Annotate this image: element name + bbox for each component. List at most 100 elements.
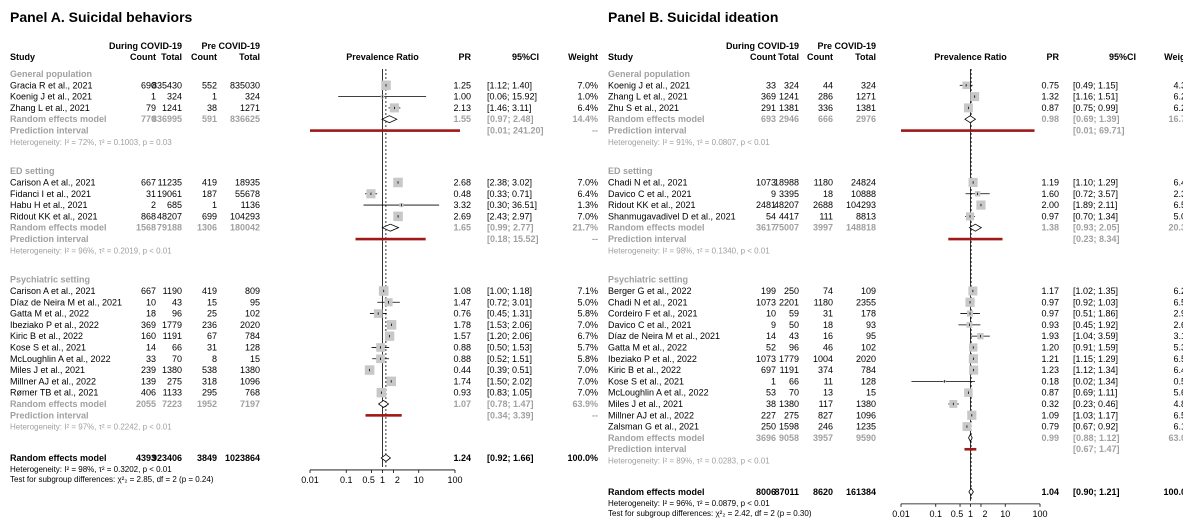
ci-value: [0.75; 0.99] (1073, 103, 1118, 113)
prediction-interval-weight: -- (592, 126, 598, 136)
pre-count: 699 (202, 211, 217, 221)
ci-value: [1.20; 2.06] (487, 331, 532, 341)
during-total: 4417 (779, 211, 799, 221)
ci-value: [1.89; 2.11] (1073, 200, 1117, 210)
overall-footnote: Heterogeneity: I² = 98%, τ² = 0.3202, p … (10, 465, 172, 474)
during-count: 250 (761, 422, 776, 432)
during-count: 199 (761, 286, 776, 296)
during-total: 836995 (152, 114, 182, 124)
study-name: Davico C et al., 2021 (608, 320, 692, 330)
overall-footnote: Heterogeneity: I² = 96%, τ² = 0.0879, p … (608, 499, 770, 508)
weight-value: 6.4% (577, 189, 598, 199)
header-during-covid: During COVID-19 (726, 41, 799, 51)
pre-total: 2020 (856, 354, 876, 364)
pre-count: 1004 (813, 354, 833, 364)
during-total: 70 (172, 354, 182, 364)
pr-value: 2.68 (453, 177, 471, 187)
during-total: 275 (167, 376, 182, 386)
study-name: Ibeziako P et al., 2022 (10, 320, 99, 330)
pr-value: 0.87 (1041, 103, 1059, 113)
x-tick-label: 0.1 (929, 509, 942, 519)
prediction-interval-value: [0.34; 3.39] (487, 410, 534, 420)
during-count: 1568 (136, 223, 156, 233)
during-total: 43 (172, 297, 182, 307)
prediction-interval-value: [0.01; 69.71] (1073, 126, 1125, 136)
study-name: Miles J et al., 2021 (10, 365, 85, 375)
ci-value: [0.90; 1.21] (1073, 487, 1120, 497)
pre-total: 180042 (230, 223, 260, 233)
ci-value: [0.92; 1.66] (487, 453, 534, 463)
weight-value: 7.0% (577, 376, 598, 386)
weight-value: 6.4% (1173, 365, 1183, 375)
pre-total: 324 (245, 92, 260, 102)
pre-total: 1381 (856, 103, 876, 113)
prediction-interval-label: Prediction interval (10, 234, 89, 244)
during-count: 79 (146, 103, 156, 113)
study-name: Díaz de Neira M et al., 2021 (608, 331, 720, 341)
pre-count: 827 (818, 410, 833, 420)
pr-value: 0.93 (1041, 320, 1059, 330)
header-pre-count: Count (191, 52, 217, 62)
during-total: 75007 (774, 223, 799, 233)
study-name: Gatta M et al., 2022 (10, 309, 89, 319)
ci-value: [0.39; 0.51] (487, 365, 532, 375)
ci-value: [0.06; 15.92] (487, 92, 537, 102)
overall-footnote: Test for subgroup differences: χ²₂ = 2.4… (608, 509, 812, 518)
header-pr: PR (1046, 52, 1059, 62)
x-tick-label: 10 (1000, 509, 1010, 519)
pr-value: 1.78 (453, 320, 471, 330)
x-tick-label: 0.01 (892, 509, 910, 519)
weight-value: 6.1% (1173, 422, 1183, 432)
pre-total: 1271 (240, 103, 260, 113)
x-tick-label: 0.5 (951, 509, 964, 519)
x-tick-label: 0.01 (301, 475, 319, 485)
x-tick-label: 0.1 (340, 475, 353, 485)
subgroup-label: Psychiatric setting (10, 275, 90, 285)
study-name: Zhang L et al., 2021 (10, 103, 90, 113)
prediction-interval-bar (365, 414, 402, 417)
pr-value: 1.07 (453, 399, 471, 409)
ci-value: [0.92; 1.03] (1073, 297, 1118, 307)
pr-value: 1.60 (1041, 189, 1059, 199)
study-name: Díaz de Neira M et al., 2021 (10, 297, 122, 307)
study-name: Millner AJ et al., 2022 (608, 410, 694, 420)
during-count: 18 (146, 309, 156, 319)
header-pr: PR (458, 52, 471, 62)
ci-value: [1.00; 1.18] (487, 286, 532, 296)
during-total: 1190 (163, 286, 182, 296)
pre-count: 117 (819, 399, 833, 409)
pre-total: 1380 (240, 365, 260, 375)
pre-total: 1096 (856, 410, 876, 420)
pre-count: 1180 (814, 177, 833, 187)
pre-total: 95 (250, 297, 260, 307)
weight-value: 4.3% (1173, 80, 1183, 90)
pr-value: 0.87 (1041, 388, 1059, 398)
ci-value: [0.83; 1.05] (487, 388, 532, 398)
during-count: 2055 (136, 399, 156, 409)
subgroup-model-label: Random effects model (10, 114, 107, 124)
prediction-interval-bar (310, 129, 460, 132)
summary-diamond (968, 487, 974, 497)
study-name: Habu H et al., 2021 (10, 200, 88, 210)
during-total: 87011 (774, 487, 799, 497)
during-count: 52 (766, 342, 776, 352)
pre-count: 46 (823, 342, 833, 352)
pre-total: 104293 (846, 200, 876, 210)
prediction-interval-value: [0.01; 241.20] (487, 126, 544, 136)
prediction-interval-bar (964, 447, 977, 451)
study-name: Ridout KK et al., 2021 (10, 211, 98, 221)
study-name: Zhang L et al., 2021 (608, 92, 688, 102)
header-prevalence-ratio: Prevalence Ratio (346, 52, 419, 62)
during-total: 3395 (779, 189, 799, 199)
weight-value: 100.0% (1163, 487, 1183, 497)
pr-value: 0.76 (453, 309, 471, 319)
pre-total: 2976 (856, 114, 876, 124)
subgroup-label: General population (10, 69, 92, 79)
pr-value: 0.97 (1041, 211, 1059, 221)
during-count: 239 (141, 365, 156, 375)
during-total: 66 (172, 342, 182, 352)
ci-value: [1.04; 3.59] (1073, 331, 1118, 341)
ci-value: [1.15; 1.29] (1073, 354, 1118, 364)
weight-value: 0.5% (1173, 376, 1183, 386)
weight-value: 5.3% (1173, 342, 1183, 352)
